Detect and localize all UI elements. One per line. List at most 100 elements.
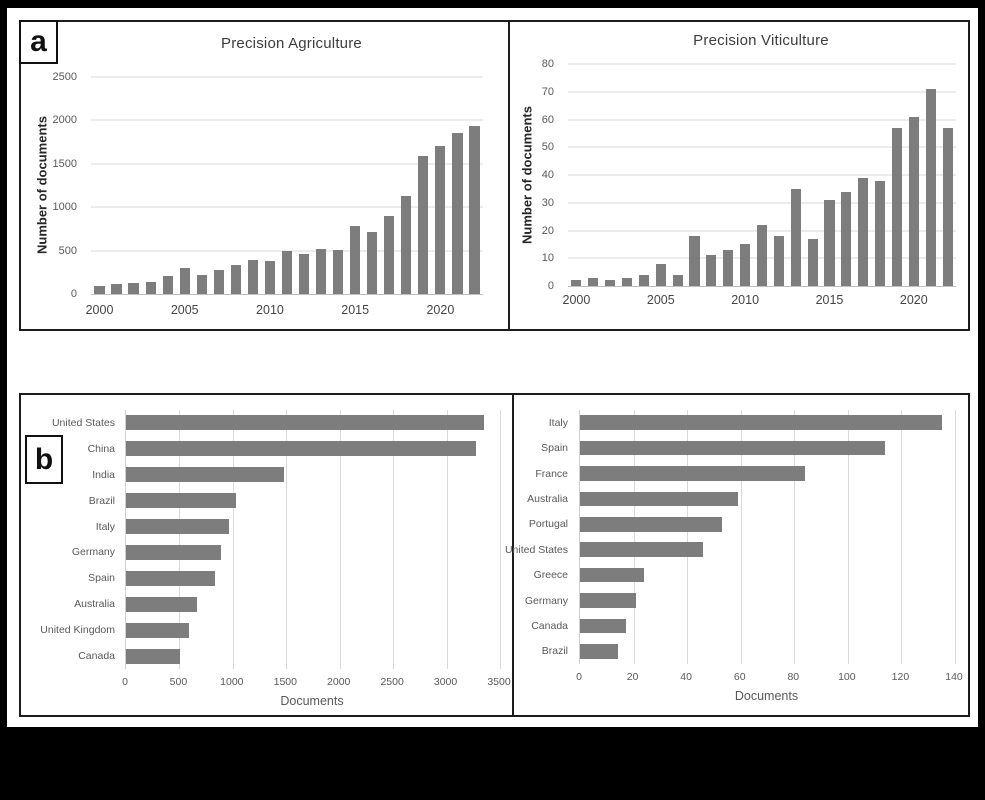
category-label: Portugal [528,518,568,531]
bar [126,570,216,586]
x-axis-tick-label: 3500 [487,676,511,688]
gridline [232,410,234,669]
y-axis-tick-label: 1500 [52,157,77,170]
gridline [568,91,956,93]
x-axis-tick-label: 2010 [256,303,284,317]
bar [315,248,327,294]
category-label: United Kingdom [40,624,115,637]
bar [580,466,805,481]
y-axis-tick-label: 80 [541,58,554,70]
bar [858,177,869,286]
gridline [91,250,483,252]
x-axis-tick-label: 40 [680,671,692,683]
bar [723,249,734,286]
category-label: Canada [78,650,115,663]
bar [111,284,122,294]
gridline [568,202,956,204]
bar [790,188,801,286]
bar [875,180,886,286]
gridline [794,410,796,664]
bar [580,567,645,583]
gridline [568,63,956,65]
gridline [847,410,849,664]
bar [247,260,259,294]
bar [605,280,616,286]
bar [580,491,739,507]
gridline [91,163,483,165]
bar [580,440,886,456]
bar [580,516,722,532]
y-axis-tick-label: 60 [541,113,554,126]
panel-b-label: b [25,435,63,484]
bar [638,274,649,286]
category-label: Italy [548,416,568,429]
bar [908,116,919,286]
bar [126,415,484,431]
gridline [446,410,448,669]
x-axis-title: Documents [734,689,799,703]
y-axis: 0 500 1000 1500 2000 2500 [21,71,85,300]
y-axis-tick-label: 0 [70,288,77,300]
gridline [179,410,181,669]
bar [580,618,626,634]
bar [418,156,429,294]
bar [580,415,942,431]
x-axis-tick-label: 2500 [380,676,404,688]
gridline [91,76,483,78]
plot-area [91,76,483,295]
gridline [568,146,956,148]
category-label: Germany [524,594,568,607]
bar [126,622,189,638]
bar [126,467,285,483]
x-axis-title: Documents [280,694,344,708]
bar [571,280,582,286]
bar [126,519,229,535]
bar [435,146,446,294]
panel-b-country-charts: b United States China India Brazil Italy Germ… [19,393,970,717]
x-axis-tick-label: 2000 [327,676,351,688]
bar [162,276,173,294]
x-axis-tick-label: 140 [945,671,963,683]
x-axis: 2000 2005 2010 2015 2020 [86,303,483,319]
bar [179,267,190,294]
panel-a-label: a [19,20,58,64]
bar [588,277,599,286]
bar [925,88,936,286]
x-axis-tick-label: 2020 [426,303,455,317]
bar [230,264,241,294]
bar [621,277,633,286]
bar [807,238,818,286]
chart-title: Precision Agriculture [221,35,362,52]
agriculture-countries-chart: United States China India Brazil Italy German… [21,395,514,715]
x-axis-tick-label: 1000 [220,676,244,688]
y-axis-tick-label: 70 [541,85,554,98]
bar [264,261,276,294]
bar [126,648,181,664]
category-label: Brazil [88,494,115,507]
bar [773,236,784,286]
bar [706,255,717,286]
x-axis-tick-label: 0 [122,676,128,688]
category-label: China [87,442,115,455]
gridline [568,119,956,120]
x-axis-tick-label: 0 [576,671,582,683]
bar [580,643,618,659]
x-axis-tick-label: 2000 [562,293,591,307]
x-axis-tick-label: 1500 [273,676,297,688]
x-axis-tick-label: 2005 [170,303,199,317]
bar [401,195,412,294]
bar [672,274,683,286]
gridline [91,206,483,208]
gridline [393,410,395,669]
bar [333,250,344,294]
y-axis-tick-label: 20 [541,224,554,237]
plot-area [125,410,501,669]
gridline [568,174,956,176]
x-axis-tick-label: 80 [787,671,800,683]
bar [126,544,222,560]
bar [580,542,704,558]
category-label: India [92,468,115,481]
category-label: France [535,467,568,480]
category-label: Brazil [541,645,568,658]
y-axis-tick-label: 0 [547,280,554,292]
